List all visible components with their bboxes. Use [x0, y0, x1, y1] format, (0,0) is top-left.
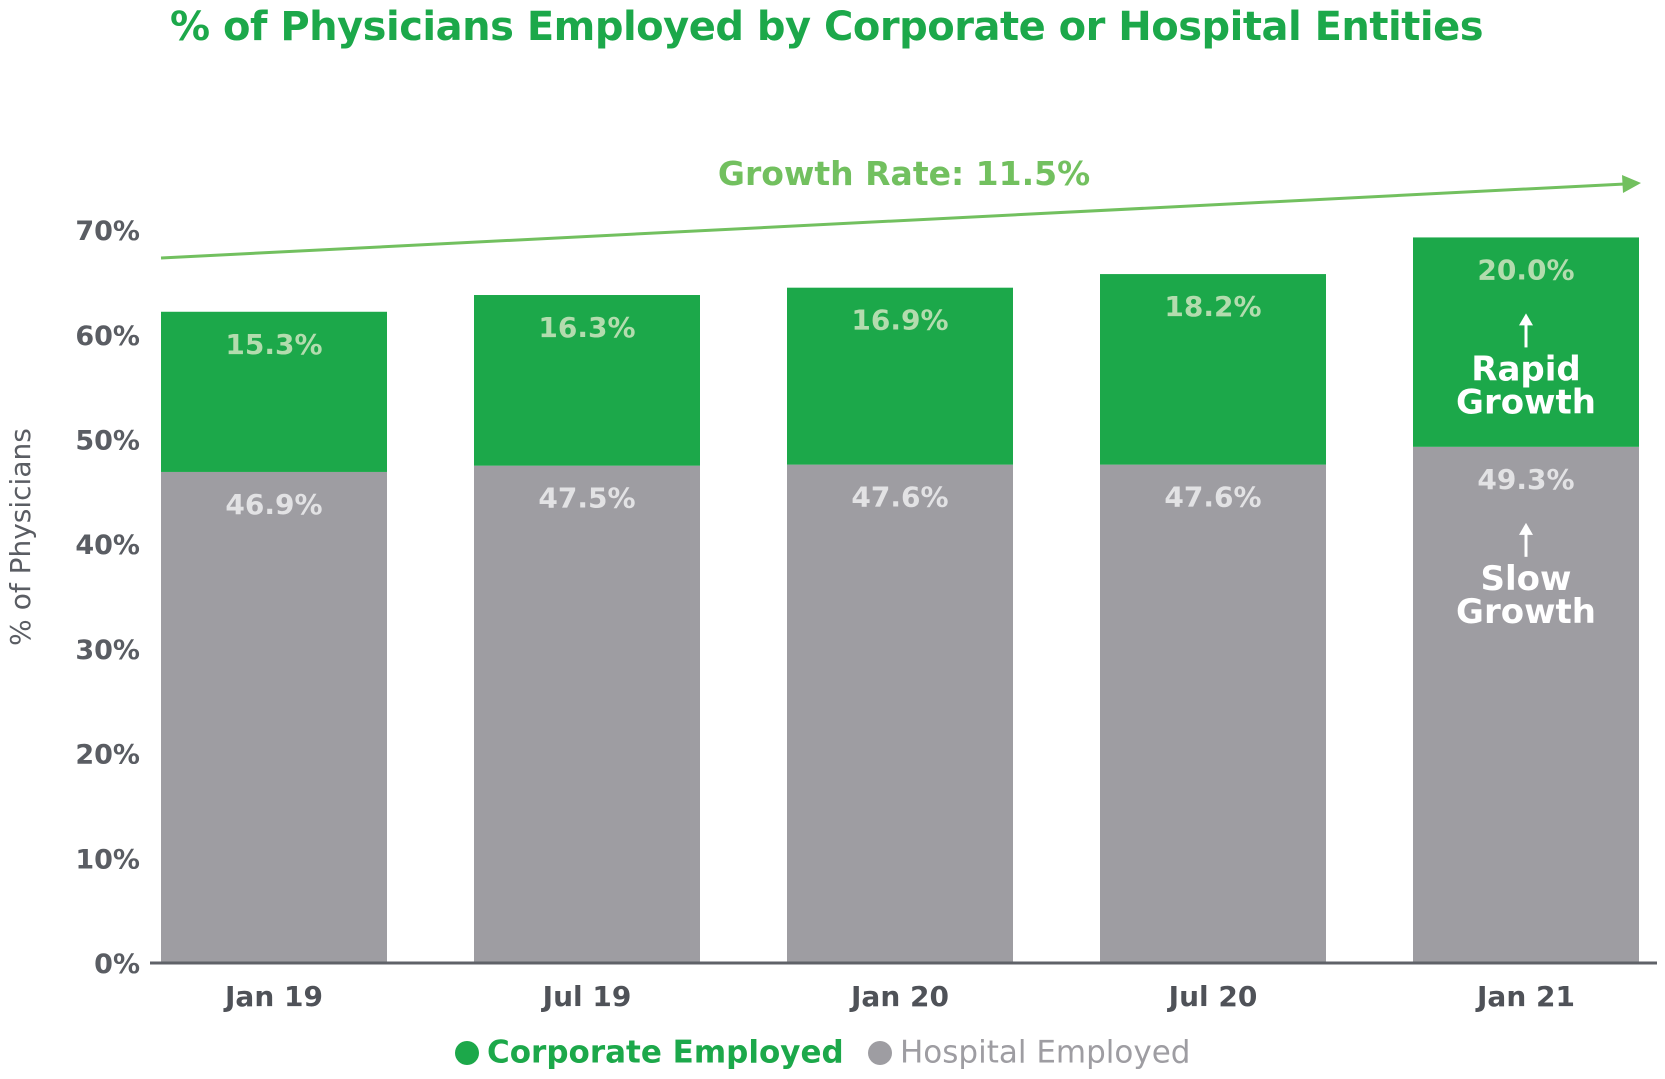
rapid-growth-label-line2: Growth: [1456, 382, 1596, 422]
y-tick-label: 40%: [75, 530, 140, 561]
data-label-hospital: 49.3%: [1477, 463, 1574, 496]
data-label-corporate: 20.0%: [1477, 253, 1574, 286]
slow-arrowhead-icon: [1519, 522, 1533, 535]
legend-item-hospital: Hospital Employed: [868, 1033, 1190, 1071]
growth-trend-line: [160, 182, 1626, 260]
rapid-growth-label-line1: Rapid: [1471, 349, 1580, 389]
bar-corporate-3: [1100, 274, 1326, 465]
slow-growth-label-line1: Slow: [1481, 559, 1572, 599]
y-tick-label: 10%: [75, 844, 140, 875]
slow-growth-label-line2: Growth: [1456, 592, 1596, 632]
bar-corporate-2: [787, 287, 1013, 465]
data-label-corporate: 16.3%: [538, 311, 635, 344]
y-tick-label: 70%: [75, 216, 140, 247]
x-tick-label: Jul 20: [1167, 980, 1258, 1013]
growth-arrowhead-icon: [1622, 175, 1641, 193]
x-tick-label: Jan 21: [1475, 980, 1575, 1013]
x-tick-label: Jul 19: [541, 980, 632, 1013]
bar-hospital-0: [161, 471, 387, 963]
rapid-arrowhead-icon: [1519, 313, 1533, 326]
y-tick-label: 50%: [75, 426, 140, 457]
data-label-corporate: 15.3%: [225, 328, 322, 361]
bar-hospital-2: [787, 464, 1013, 963]
legend-label-corporate: Corporate Employed: [487, 1034, 844, 1071]
data-label-hospital: 47.5%: [538, 482, 635, 515]
data-label-corporate: 16.9%: [851, 304, 948, 337]
growth-rate-label: Growth Rate: 11.5%: [718, 154, 1090, 193]
data-label-hospital: 46.9%: [225, 488, 322, 521]
bar-corporate-0: [161, 311, 387, 472]
data-label-hospital: 47.6%: [1164, 481, 1261, 514]
data-label-corporate: 18.2%: [1164, 290, 1261, 323]
bar-hospital-1: [474, 465, 700, 963]
y-tick-label: 0%: [94, 949, 140, 980]
y-axis-label: % of Physicians: [4, 428, 37, 646]
y-tick-label: 60%: [75, 321, 140, 352]
legend-dot-corporate-icon: [455, 1040, 479, 1065]
y-tick-label: 30%: [75, 635, 140, 666]
x-tick-label: Jan 20: [849, 980, 949, 1013]
x-tick-label: Jan 19: [223, 980, 323, 1013]
bar-hospital-3: [1100, 464, 1326, 963]
legend-label-hospital: Hospital Employed: [900, 1034, 1191, 1071]
data-label-hospital: 47.6%: [851, 481, 948, 514]
bar-corporate-1: [474, 295, 700, 466]
y-tick-label: 20%: [75, 740, 140, 771]
legend-dot-hospital-icon: [868, 1040, 892, 1065]
chart-title: % of Physicians Employed by Corporate or…: [170, 4, 1484, 50]
legend-item-corporate: Corporate Employed: [455, 1033, 844, 1071]
